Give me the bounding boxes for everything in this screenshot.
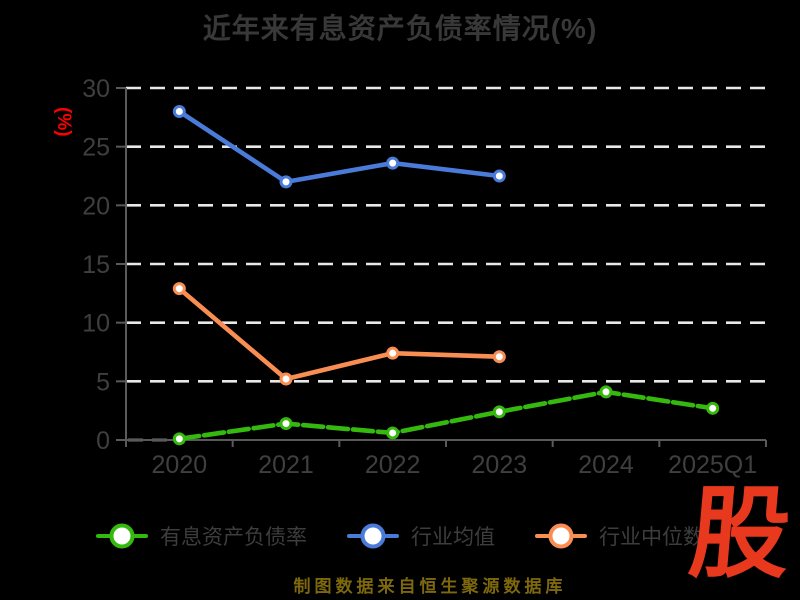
data-point-industry-median: [172, 282, 186, 296]
legend-circle-marker: [360, 523, 386, 549]
y-axis-tick-label: 5: [96, 368, 110, 396]
data-point-industry-average: [386, 156, 400, 170]
chart-legend: 有息资产负债率 行业均值 行业中位数: [0, 521, 800, 551]
y-axis-tick-label: 20: [82, 192, 110, 220]
legend-label-interest-bearing-debt-ratio: 有息资产负债率: [160, 526, 307, 549]
legend-item-industry-median[interactable]: 行业中位数: [535, 521, 704, 551]
legend-circle-marker: [548, 523, 574, 549]
x-axis-tick-label: 2025Q1: [668, 451, 757, 479]
x-axis-tick-label: 2024: [578, 451, 634, 479]
series-line-industry-median: [177, 286, 502, 382]
legend-line-marker: [347, 523, 399, 549]
legend-item-interest-bearing-debt-ratio[interactable]: 有息资产负债率: [96, 521, 307, 551]
chart-title: 近年来有息资产负债率情况(%): [202, 13, 598, 44]
legend-line-marker: [96, 523, 148, 549]
data-point-industry-median: [386, 346, 400, 360]
y-axis-tick-label: 25: [82, 134, 110, 162]
legend-label-industry-average: 行业均值: [411, 526, 495, 549]
x-axis-tick-label: 2023: [472, 451, 528, 479]
legend-line-marker: [535, 523, 587, 549]
x-axis-tick-label: 2020: [152, 451, 208, 479]
data-point-industry-average: [172, 104, 186, 118]
data-point-interest-bearing-debt-ratio: [706, 401, 720, 415]
data-point-industry-average: [279, 175, 293, 189]
data-source-note: 制图数据来自恒生聚源数据库: [293, 577, 567, 596]
y-axis-tick-label: 15: [82, 251, 110, 279]
y-axis-unit-label: (%): [53, 107, 74, 137]
y-axis-tick-label: 30: [82, 75, 110, 103]
data-point-interest-bearing-debt-ratio: [492, 405, 506, 419]
data-point-industry-median: [492, 350, 506, 364]
legend-label-industry-median: 行业中位数: [599, 526, 704, 549]
data-point-interest-bearing-debt-ratio: [279, 417, 293, 431]
x-axis-tick-label: 2021: [258, 451, 314, 479]
data-point-industry-average: [492, 169, 506, 183]
data-point-interest-bearing-debt-ratio: [386, 426, 400, 440]
series-line-industry-average: [177, 109, 502, 185]
legend-item-industry-average[interactable]: 行业均值: [347, 521, 495, 551]
series-line-interest-bearing-debt-ratio: [177, 389, 715, 442]
data-point-industry-median: [279, 372, 293, 386]
y-axis-tick-label: 0: [96, 427, 110, 455]
data-point-interest-bearing-debt-ratio: [172, 432, 186, 446]
x-axis-tick-label: 2022: [365, 451, 421, 479]
stock-logo-glyph: 股: [685, 478, 795, 590]
data-point-interest-bearing-debt-ratio: [599, 385, 613, 399]
legend-circle-marker: [109, 523, 135, 549]
y-axis-tick-label: 10: [82, 310, 110, 338]
